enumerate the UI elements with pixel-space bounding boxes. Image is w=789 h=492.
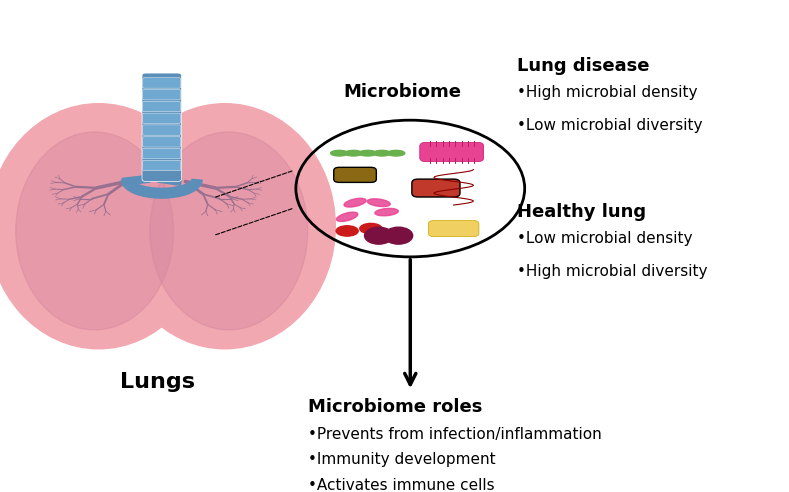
Text: •High microbial diversity: •High microbial diversity [517, 264, 707, 279]
Ellipse shape [336, 212, 358, 221]
FancyBboxPatch shape [143, 90, 181, 100]
FancyBboxPatch shape [142, 73, 181, 182]
Ellipse shape [387, 151, 405, 156]
FancyBboxPatch shape [428, 220, 479, 237]
Text: •Low microbial density: •Low microbial density [517, 231, 692, 246]
Ellipse shape [344, 198, 366, 207]
Text: •Activates immune cells: •Activates immune cells [308, 478, 495, 492]
Ellipse shape [373, 151, 391, 156]
FancyBboxPatch shape [143, 78, 181, 88]
FancyBboxPatch shape [143, 101, 181, 112]
FancyBboxPatch shape [143, 137, 181, 147]
Ellipse shape [345, 151, 362, 156]
Ellipse shape [360, 223, 382, 234]
Ellipse shape [114, 104, 335, 349]
Ellipse shape [0, 104, 209, 349]
Text: •Prevents from infection/inflammation: •Prevents from infection/inflammation [308, 427, 601, 441]
Ellipse shape [375, 209, 398, 216]
FancyBboxPatch shape [412, 179, 460, 197]
FancyBboxPatch shape [143, 149, 181, 159]
FancyBboxPatch shape [334, 167, 376, 183]
Ellipse shape [16, 132, 174, 330]
Text: Microbiome: Microbiome [343, 83, 462, 101]
Text: Lungs: Lungs [120, 372, 196, 392]
Text: •High microbial density: •High microbial density [517, 85, 697, 100]
Circle shape [365, 227, 393, 244]
Ellipse shape [367, 199, 391, 207]
FancyBboxPatch shape [143, 113, 181, 123]
Text: Lung disease: Lung disease [517, 57, 649, 75]
Text: •Immunity development: •Immunity development [308, 453, 495, 467]
FancyBboxPatch shape [143, 125, 181, 135]
Text: Healthy lung: Healthy lung [517, 203, 646, 221]
FancyBboxPatch shape [420, 142, 484, 162]
Text: Microbiome roles: Microbiome roles [308, 398, 482, 416]
FancyBboxPatch shape [143, 160, 181, 171]
Ellipse shape [359, 151, 376, 156]
Text: •Low microbial diversity: •Low microbial diversity [517, 118, 702, 133]
Ellipse shape [331, 151, 348, 156]
Ellipse shape [336, 226, 358, 236]
Ellipse shape [150, 132, 308, 330]
Circle shape [384, 227, 413, 244]
